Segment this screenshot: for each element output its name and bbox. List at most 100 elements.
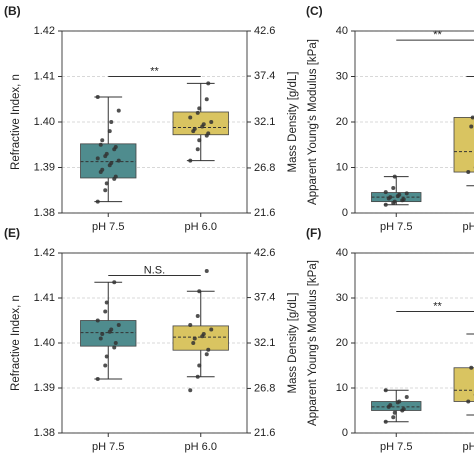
panel-label: (E) [4,226,20,240]
y2-tick-label: 26.8 [254,162,275,174]
data-point [95,318,100,323]
x-tick-label: pH 6.0 [185,221,217,233]
panel: (B) 1.38 1.39 1.40 1.41 1.42 Refractive Index,… [4,4,299,233]
data-point [195,314,200,318]
y-tick-label: 1.39 [34,161,55,173]
y2-tick-label: 32.1 [254,337,275,349]
y-axis-label: Refractive Index, n [10,74,22,170]
data-point [195,374,200,379]
data-point [392,199,397,204]
data-point [197,138,202,143]
x-tick-label: pH 7.5 [92,221,124,233]
y2-axis-label: Mass Density [g/dL] [287,72,299,173]
y2-tick-label: 21.6 [254,207,275,219]
data-point [469,124,474,129]
box [80,143,137,179]
y-tick-label: 0 [342,207,348,219]
data-point [103,363,108,368]
box [172,325,229,351]
y-tick-label: 1.42 [34,25,55,37]
data-point [466,399,471,404]
significance-label: N.S. [144,264,165,276]
data-point [197,363,202,368]
y2-tick-label: 21.6 [254,427,275,439]
data-point [397,192,402,197]
plot-frame [354,30,474,214]
plot-frame [61,252,248,434]
data-point [209,120,214,124]
y-tick-label: 1.41 [34,292,55,304]
y-tick-label: 1.40 [34,337,55,349]
data-point [116,108,121,113]
x-tick-label: pH 6.0 [463,221,474,233]
data-point [191,341,196,345]
data-point [112,280,117,285]
y-tick-label: 30 [336,70,348,82]
y2-tick-label: 37.4 [254,291,275,303]
data-point [98,336,103,341]
y-tick-label: 1.38 [34,207,55,219]
data-point [95,94,100,99]
data-point [391,415,396,420]
data-point [192,336,197,341]
data-point [206,81,211,86]
box [172,111,229,136]
data-point [383,388,388,393]
data-point [113,174,118,179]
panel-label: (F) [306,226,321,240]
data-point [383,190,388,195]
data-point [195,147,200,152]
plot-frame [354,252,474,434]
y-tick-label: 30 [336,292,348,304]
data-point [188,388,193,393]
data-point [192,126,197,131]
data-point [204,97,209,102]
data-point [388,403,393,408]
y-tick-label: 20 [336,337,348,349]
data-point [112,345,117,350]
y-tick-label: 1.39 [34,382,55,394]
data-point [103,309,108,314]
y-tick-label: 10 [336,382,348,394]
data-point [206,131,211,136]
y2-tick-label: 42.6 [254,247,275,259]
x-tick-label: pH 6.0 [463,441,474,453]
data-point [197,289,202,294]
data-point [104,151,109,156]
y-tick-label: 1.41 [34,70,55,82]
data-point [188,323,193,327]
data-point [392,174,397,179]
data-point [209,327,214,332]
box [453,367,474,402]
data-point [104,354,109,359]
data-point [197,106,202,111]
y-tick-label: 1.40 [34,116,55,128]
data-point [401,197,406,202]
y-tick-label: 0 [342,427,348,439]
data-point [206,347,211,352]
y-tick-label: 40 [336,25,348,37]
data-point [95,199,100,204]
panel: (C) 0 10 20 30 40 Apparent Young's Modulus [kP… [306,4,474,233]
plot-frame [61,30,248,214]
data-point [100,167,105,172]
data-point [100,138,105,143]
data-point [116,158,121,163]
data-point [195,110,200,115]
data-point [113,145,118,150]
data-point [392,410,397,415]
significance-label: ** [150,65,159,77]
data-point [188,158,193,163]
x-tick-label: pH 7.5 [92,441,124,453]
panel: (F) 0 10 20 30 40 Apparent Young's Modulus [kP… [306,226,474,453]
data-point [98,142,103,147]
x-tick-label: pH 6.0 [185,441,217,453]
data-point [113,341,118,345]
y2-tick-label: 37.4 [254,70,275,82]
data-point [100,332,105,336]
data-point [188,115,193,120]
y2-tick-label: 26.8 [254,382,275,394]
data-point [107,129,112,134]
significance-label: ** [433,300,442,312]
y-tick-label: 10 [336,161,348,173]
